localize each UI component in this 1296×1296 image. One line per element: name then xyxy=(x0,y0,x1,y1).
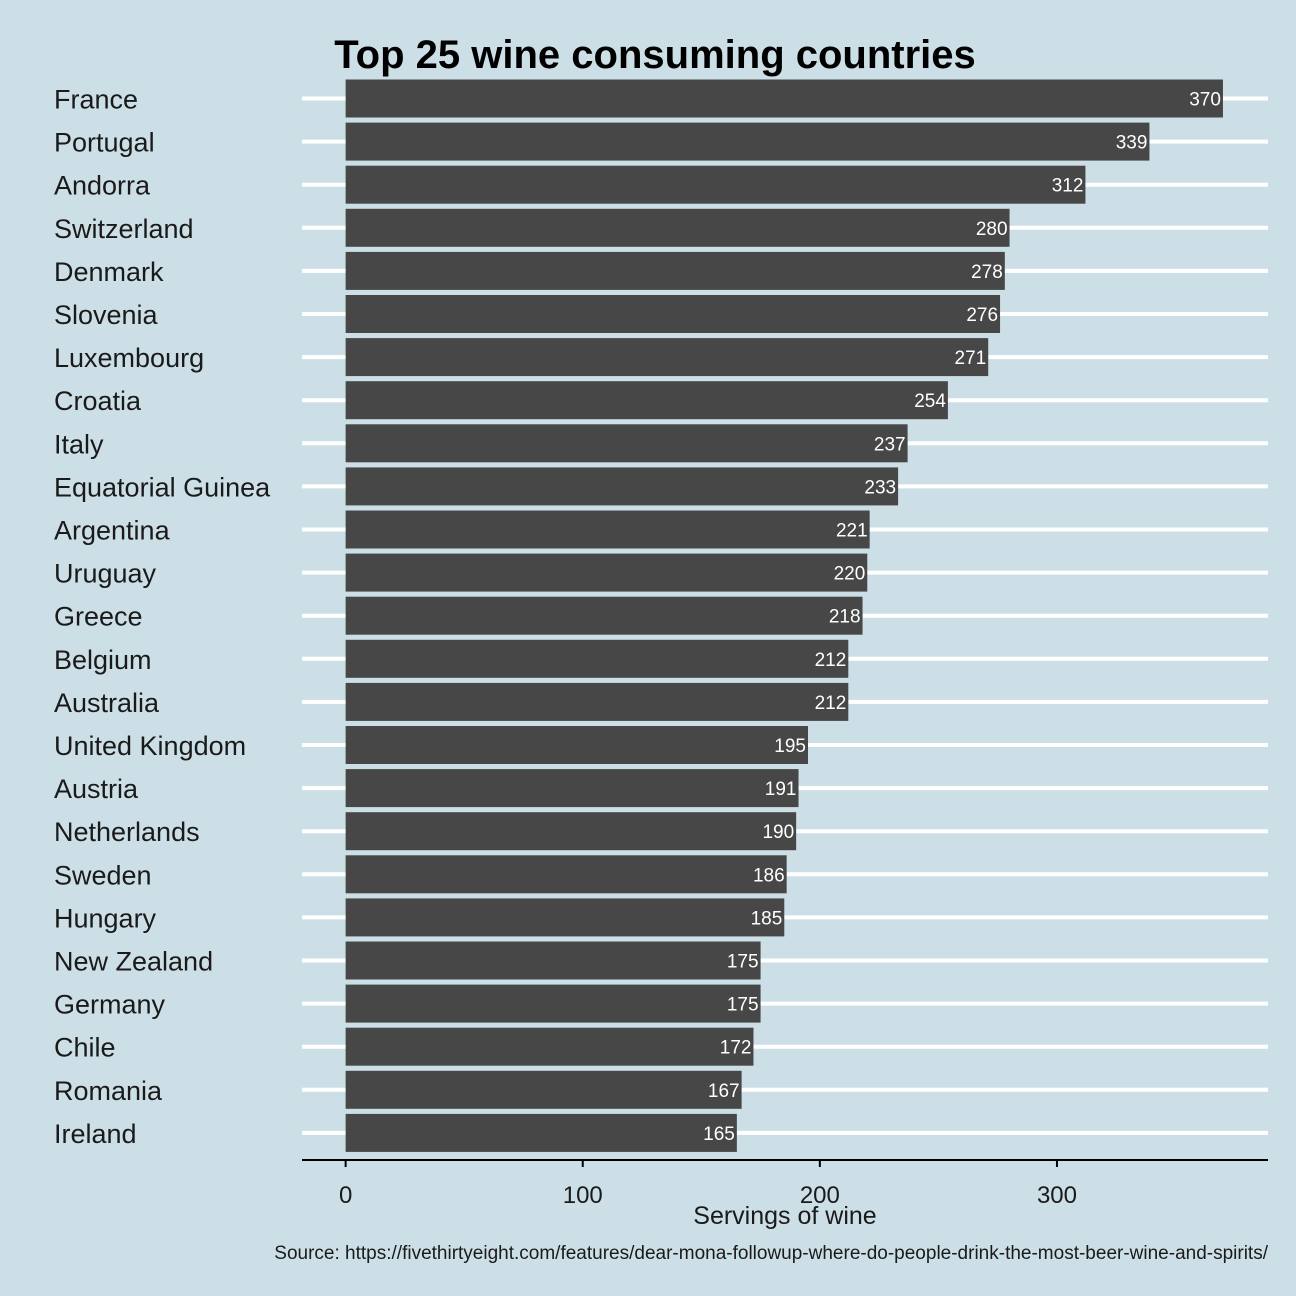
category-label: Germany xyxy=(54,990,166,1020)
data-label: 167 xyxy=(708,1081,740,1102)
bar-portugal xyxy=(345,122,1150,161)
category-label: Switzerland xyxy=(54,214,194,244)
bar-australia xyxy=(345,682,849,721)
category-label: Italy xyxy=(54,429,104,459)
category-label: Austria xyxy=(54,774,139,804)
category-label: Uruguay xyxy=(54,559,157,589)
data-label: 271 xyxy=(955,348,987,369)
data-label: 212 xyxy=(815,693,847,714)
data-label: 221 xyxy=(836,521,868,542)
category-label: Greece xyxy=(54,602,143,632)
category-label: Portugal xyxy=(54,128,155,158)
bar-austria xyxy=(345,769,799,808)
x-axis-title: Servings of wine xyxy=(693,1202,876,1230)
category-label: New Zealand xyxy=(54,947,213,977)
category-label: Andorra xyxy=(54,171,151,201)
data-label: 190 xyxy=(762,822,794,843)
data-label: 280 xyxy=(976,219,1008,240)
bar-belgium xyxy=(345,639,849,678)
bar-denmark xyxy=(345,251,1005,290)
category-label: Argentina xyxy=(54,516,171,546)
data-label: 186 xyxy=(753,865,785,886)
bar-united-kingdom xyxy=(345,726,808,764)
bar-sweden xyxy=(345,855,787,894)
bar-slovenia xyxy=(345,295,1001,333)
category-label: Sweden xyxy=(54,860,152,890)
data-label: 233 xyxy=(864,477,896,498)
bar-ireland xyxy=(345,1113,737,1152)
category-label: Slovenia xyxy=(54,300,159,330)
category-label: United Kingdom xyxy=(54,731,246,761)
data-label: 370 xyxy=(1189,90,1221,111)
data-label: 339 xyxy=(1116,133,1148,154)
bar-italy xyxy=(345,424,908,463)
bar-luxembourg xyxy=(345,338,989,377)
bar-germany xyxy=(345,984,761,1023)
data-label: 312 xyxy=(1052,176,1084,197)
bar-argentina xyxy=(345,510,870,549)
data-label: 278 xyxy=(971,262,1003,283)
data-label: 191 xyxy=(765,779,797,800)
x-tick-label: 200 xyxy=(800,1182,840,1209)
data-label: 165 xyxy=(703,1124,735,1145)
category-label: Romania xyxy=(54,1076,163,1106)
bar-uruguay xyxy=(345,553,868,592)
x-tick-label: 0 xyxy=(339,1182,352,1209)
bar-romania xyxy=(345,1070,742,1109)
bar-equatorial-guinea xyxy=(345,467,899,506)
bar-netherlands xyxy=(345,812,797,851)
bar-andorra xyxy=(345,165,1086,204)
category-label: France xyxy=(54,85,138,115)
category-label: Equatorial Guinea xyxy=(54,472,271,502)
data-label: 175 xyxy=(727,952,759,973)
category-label: Luxembourg xyxy=(54,343,204,373)
x-axis: 0 100 200 300 xyxy=(302,1159,1268,1209)
data-label: 185 xyxy=(751,908,783,929)
bar-croatia xyxy=(345,381,948,420)
data-labels: 370 339 312 280 278 276 271 254 237 233 221 220 218 2… xyxy=(703,90,1221,1145)
bar-hungary xyxy=(345,898,785,937)
category-label: Croatia xyxy=(54,386,142,416)
x-tick-label: 100 xyxy=(563,1182,603,1209)
data-label: 172 xyxy=(720,1038,752,1059)
category-label: Australia xyxy=(54,688,160,718)
data-label: 195 xyxy=(774,736,806,757)
source-caption: Source: https://fivethirtyeight.com/feat… xyxy=(274,1243,1268,1264)
data-label: 175 xyxy=(727,995,759,1016)
data-label: 220 xyxy=(834,564,866,585)
data-label: 254 xyxy=(914,391,946,412)
chart-title: Top 25 wine consuming countries xyxy=(334,33,976,77)
category-label: Hungary xyxy=(54,903,157,933)
bar-new-zealand xyxy=(345,941,761,980)
data-label: 276 xyxy=(966,305,998,326)
category-label: Netherlands xyxy=(54,817,200,847)
data-label: 237 xyxy=(874,434,906,455)
data-label: 218 xyxy=(829,607,861,628)
category-labels: France Portugal Andorra Switzerland Denmark S… xyxy=(54,85,271,1149)
x-tick-label: 300 xyxy=(1037,1182,1077,1209)
category-label: Ireland xyxy=(54,1119,137,1149)
bar-switzerland xyxy=(345,208,1010,247)
category-label: Denmark xyxy=(54,257,164,287)
category-label: Belgium xyxy=(54,645,152,675)
bar-greece xyxy=(345,596,863,635)
bars xyxy=(345,79,1223,1152)
bar-chile xyxy=(345,1027,754,1066)
bar-france xyxy=(345,79,1223,118)
category-label: Chile xyxy=(54,1033,116,1063)
data-label: 212 xyxy=(815,650,847,671)
